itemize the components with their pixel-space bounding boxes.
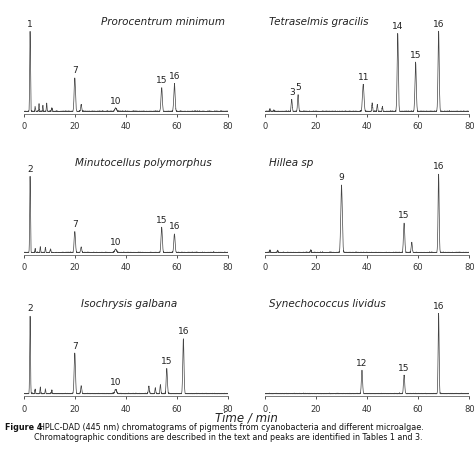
Text: Synechococcus lividus: Synechococcus lividus <box>269 299 386 309</box>
Text: 16: 16 <box>433 20 444 29</box>
Text: 16: 16 <box>169 222 180 232</box>
Text: 16: 16 <box>169 72 180 81</box>
Text: Tetraselmis gracilis: Tetraselmis gracilis <box>269 17 368 27</box>
Text: 16: 16 <box>433 302 444 311</box>
Text: Figure 4: Figure 4 <box>5 423 42 432</box>
Text: 7: 7 <box>72 341 78 351</box>
Text: 7: 7 <box>72 66 78 75</box>
Text: 2: 2 <box>27 304 33 313</box>
Text: Prorocentrum minimum: Prorocentrum minimum <box>101 17 225 27</box>
Text: 10: 10 <box>110 97 121 106</box>
Text: 15: 15 <box>161 357 173 366</box>
Text: 15: 15 <box>156 76 167 85</box>
Text: 14: 14 <box>392 22 403 31</box>
Text: 1: 1 <box>27 20 33 29</box>
Text: 10: 10 <box>110 238 121 247</box>
Text: 16: 16 <box>178 327 189 336</box>
Text: 16: 16 <box>433 162 444 172</box>
Text: 15: 15 <box>410 51 421 60</box>
Text: 15: 15 <box>398 212 410 220</box>
Text: 3: 3 <box>289 88 294 97</box>
Text: 12: 12 <box>356 359 368 368</box>
Text: 9: 9 <box>338 174 345 182</box>
Text: 5: 5 <box>295 83 301 92</box>
Text: Hillea sp: Hillea sp <box>269 158 313 168</box>
Text: Time / min: Time / min <box>215 412 278 425</box>
Text: 15: 15 <box>156 216 167 225</box>
Text: 11: 11 <box>357 73 369 82</box>
Text: 2: 2 <box>27 165 33 174</box>
Text: HPLC-DAD (445 nm) chromatograms of pigments from cyanobacteria and different mic: HPLC-DAD (445 nm) chromatograms of pigme… <box>34 423 424 442</box>
Text: 10: 10 <box>110 378 121 387</box>
Text: 7: 7 <box>72 220 78 229</box>
Text: Minutocellus polymorphus: Minutocellus polymorphus <box>75 158 211 168</box>
Text: Isochrysis galbana: Isochrysis galbana <box>81 299 177 309</box>
Text: 15: 15 <box>398 363 410 373</box>
